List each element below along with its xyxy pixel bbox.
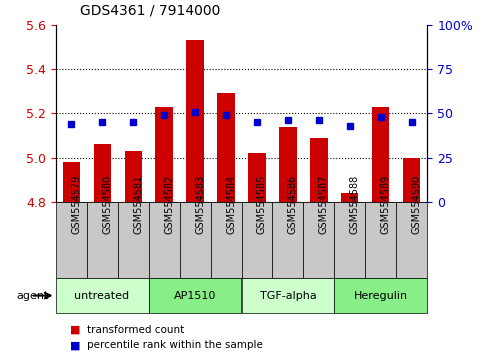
Bar <box>149 202 180 278</box>
Text: GSM554580: GSM554580 <box>102 175 112 234</box>
Text: GSM554583: GSM554583 <box>195 175 205 234</box>
Bar <box>341 193 358 202</box>
Text: GSM554585: GSM554585 <box>257 175 267 234</box>
Bar <box>248 153 266 202</box>
Bar <box>217 93 235 202</box>
Bar <box>56 278 149 313</box>
Bar <box>117 202 149 278</box>
Bar <box>125 151 142 202</box>
Bar <box>211 202 242 278</box>
Bar <box>86 202 117 278</box>
Bar <box>186 40 203 202</box>
Bar <box>272 202 303 278</box>
Bar <box>156 107 172 202</box>
Bar <box>397 202 427 278</box>
Text: ■: ■ <box>70 325 81 335</box>
Bar <box>403 158 421 202</box>
Text: GSM554586: GSM554586 <box>288 175 298 234</box>
Text: GSM554581: GSM554581 <box>133 175 143 234</box>
Bar <box>56 202 86 278</box>
Bar <box>242 278 334 313</box>
Text: GSM554588: GSM554588 <box>350 175 360 234</box>
Text: GSM554579: GSM554579 <box>71 175 81 234</box>
Text: TGF-alpha: TGF-alpha <box>260 291 316 301</box>
Text: ■: ■ <box>70 340 81 350</box>
Bar <box>62 162 80 202</box>
Text: agent: agent <box>16 291 48 301</box>
Text: Heregulin: Heregulin <box>354 291 408 301</box>
Bar <box>334 278 427 313</box>
Bar <box>280 127 297 202</box>
Text: untreated: untreated <box>74 291 129 301</box>
Text: GSM554589: GSM554589 <box>381 175 391 234</box>
Bar <box>303 202 334 278</box>
Bar <box>180 202 211 278</box>
Bar <box>242 202 272 278</box>
Text: percentile rank within the sample: percentile rank within the sample <box>87 340 263 350</box>
Text: GSM554582: GSM554582 <box>164 175 174 234</box>
Text: transformed count: transformed count <box>87 325 184 335</box>
Text: GSM554587: GSM554587 <box>319 175 329 234</box>
Bar <box>366 202 397 278</box>
Bar <box>372 107 389 202</box>
Bar <box>311 138 327 202</box>
Bar <box>334 202 366 278</box>
Text: GSM554584: GSM554584 <box>226 175 236 234</box>
Text: GSM554590: GSM554590 <box>412 175 422 234</box>
Text: AP1510: AP1510 <box>174 291 216 301</box>
Text: GDS4361 / 7914000: GDS4361 / 7914000 <box>80 4 220 18</box>
Bar <box>149 278 242 313</box>
Bar <box>94 144 111 202</box>
